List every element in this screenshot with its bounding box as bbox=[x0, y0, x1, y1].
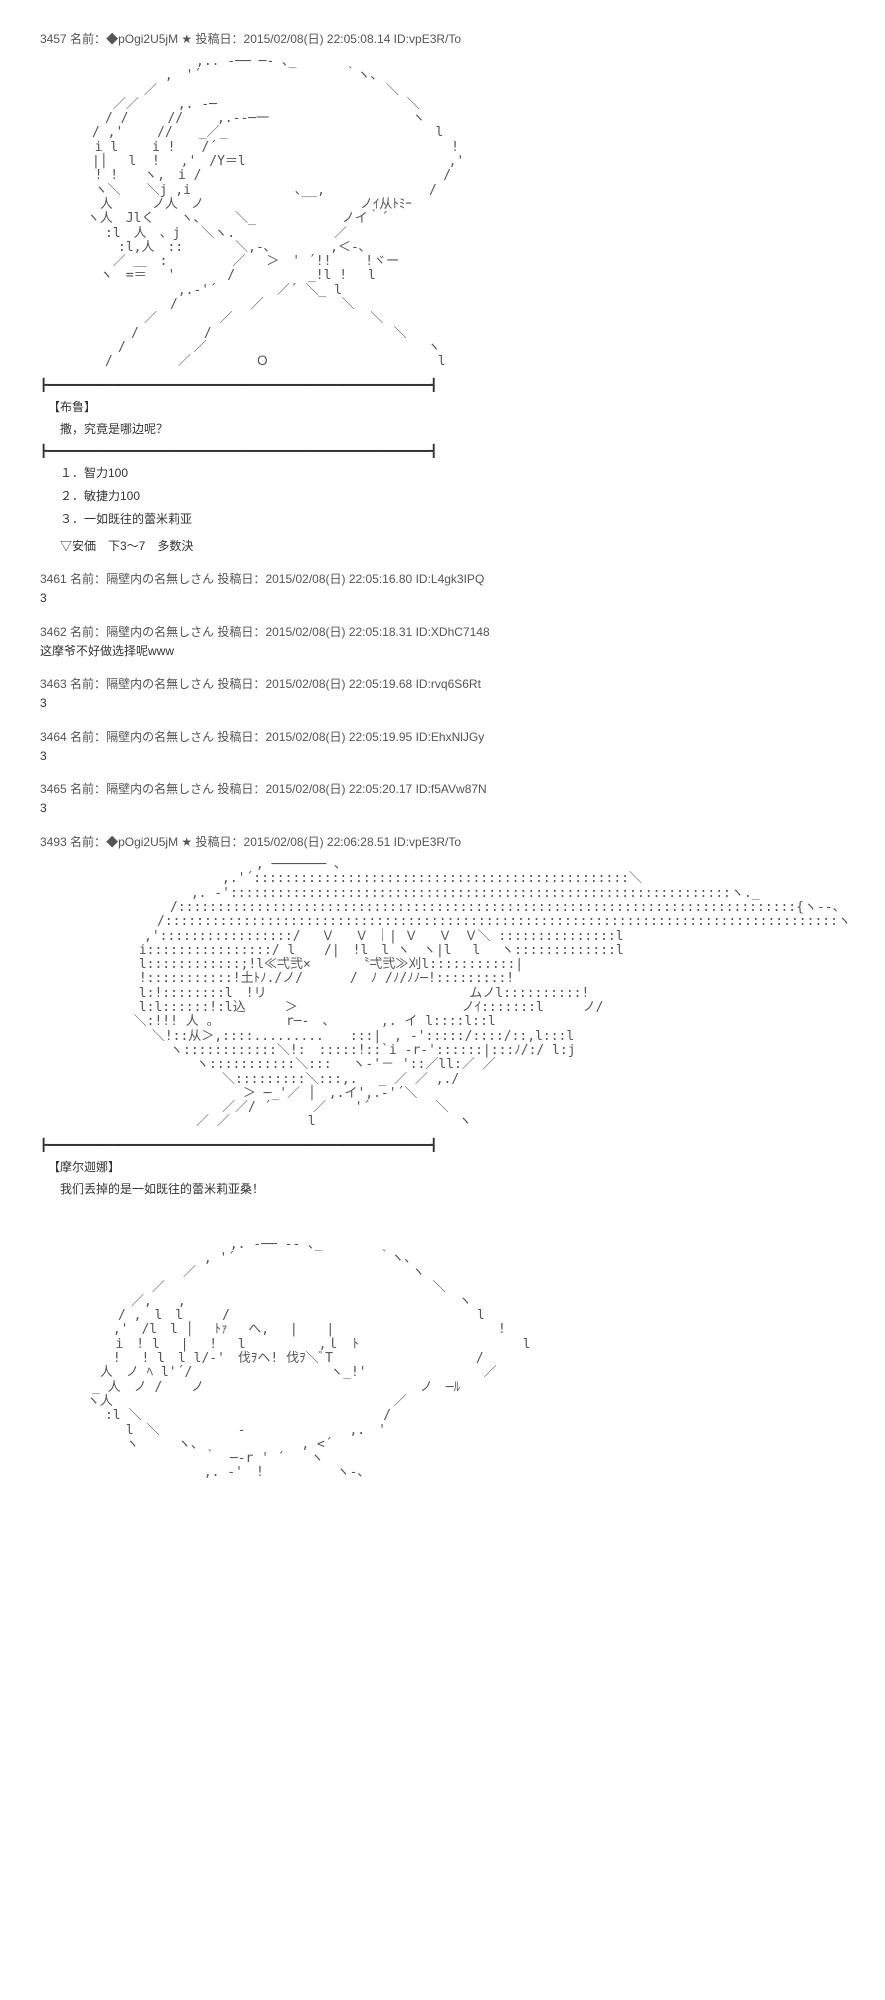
divider: ┣━━━━━━━━━━━━━━━━━━━━━━━━━━━━━━━━━━━━━━━… bbox=[40, 378, 845, 392]
post-number: 3462 bbox=[40, 625, 67, 639]
ascii-art-character-1: ,.. -── ─- ､_ , '´ ｀ヽ、 ／ ＼ ／／ ,. -─ ＼ / … bbox=[40, 55, 845, 370]
post-number: 3464 bbox=[40, 730, 67, 744]
date-label: 投稿日： bbox=[217, 782, 265, 796]
post-id: f5AVw87N bbox=[431, 782, 487, 796]
post-name: 隔壁内の名無しさん bbox=[106, 677, 214, 691]
post: 3461 名前：隔壁内の名無しさん 投稿日：2015/02/08(日) 22:0… bbox=[40, 570, 845, 607]
post-header: 3463 名前：隔壁内の名無しさん 投稿日：2015/02/08(日) 22:0… bbox=[40, 675, 845, 692]
option-2: ２．敏捷力100 bbox=[60, 487, 845, 506]
post-number: 3493 bbox=[40, 835, 67, 849]
divider: ┣━━━━━━━━━━━━━━━━━━━━━━━━━━━━━━━━━━━━━━━… bbox=[40, 444, 845, 458]
id-label: ID: bbox=[416, 782, 431, 796]
post-name: 隔壁内の名無しさん bbox=[106, 572, 214, 586]
post-date: 2015/02/08(日) 22:06:28.51 bbox=[244, 835, 391, 849]
id-label: ID: bbox=[394, 32, 409, 46]
post-id: rvq6S6Rt bbox=[431, 677, 481, 691]
date-label: 投稿日： bbox=[217, 730, 265, 744]
name-label: 名前： bbox=[70, 625, 106, 639]
post-number: 3463 bbox=[40, 677, 67, 691]
post-id: XDhC7148 bbox=[431, 625, 490, 639]
date-label: 投稿日： bbox=[196, 835, 244, 849]
post: 3462 名前：隔壁内の名無しさん 投稿日：2015/02/08(日) 22:0… bbox=[40, 623, 845, 660]
dialogue-line: 撒，究竟是哪边呢？ bbox=[48, 420, 845, 438]
anka-instruction: ▽安価 下3～7 多数決 bbox=[60, 537, 845, 554]
name-label: 名前： bbox=[70, 730, 106, 744]
post-header: 3464 名前：隔壁内の名無しさん 投稿日：2015/02/08(日) 22:0… bbox=[40, 728, 845, 745]
post-date: 2015/02/08(日) 22:05:19.68 bbox=[265, 677, 412, 691]
post-number: 3457 bbox=[40, 32, 67, 46]
date-label: 投稿日： bbox=[217, 677, 265, 691]
speaker-name: 【摩尔迦娜】 bbox=[48, 1158, 845, 1176]
post-number: 3465 bbox=[40, 782, 67, 796]
post-number: 3461 bbox=[40, 572, 67, 586]
ascii-art-character-3: ,. -── ‐- ､_ , '´ ｀ヽ、 ／ ヽ ／ ＼ ／, , ヽ / ,… bbox=[40, 1238, 845, 1481]
post-id: vpE3R/To bbox=[409, 835, 461, 849]
post-name: 隔壁内の名無しさん bbox=[106, 730, 214, 744]
ascii-art-character-2: , ─────── ､ ,.'´::::::::::::::::::::::::… bbox=[40, 858, 845, 1130]
post-name: 隔壁内の名無しさん bbox=[106, 625, 214, 639]
post: 3463 名前：隔壁内の名無しさん 投稿日：2015/02/08(日) 22:0… bbox=[40, 675, 845, 712]
id-label: ID: bbox=[416, 730, 431, 744]
id-label: ID: bbox=[416, 572, 431, 586]
name-label: 名前： bbox=[70, 572, 106, 586]
post: 3464 名前：隔壁内の名無しさん 投稿日：2015/02/08(日) 22:0… bbox=[40, 728, 845, 765]
post-body: 3 bbox=[40, 591, 845, 607]
name-label: 名前： bbox=[70, 835, 106, 849]
post-body: 3 bbox=[40, 696, 845, 712]
date-label: 投稿日： bbox=[217, 625, 265, 639]
name-label: 名前： bbox=[70, 782, 106, 796]
post-header: 3493 名前：◆pOgi2U5jM ★ 投稿日：2015/02/08(日) 2… bbox=[40, 833, 845, 850]
id-label: ID: bbox=[416, 677, 431, 691]
post-header: 3461 名前：隔壁内の名無しさん 投稿日：2015/02/08(日) 22:0… bbox=[40, 570, 845, 587]
post: 3457 名前：◆pOgi2U5jM ★ 投稿日：2015/02/08(日) 2… bbox=[40, 30, 845, 554]
post-header: 3457 名前：◆pOgi2U5jM ★ 投稿日：2015/02/08(日) 2… bbox=[40, 30, 845, 47]
post-date: 2015/02/08(日) 22:05:16.80 bbox=[265, 572, 412, 586]
post: 3493 名前：◆pOgi2U5jM ★ 投稿日：2015/02/08(日) 2… bbox=[40, 833, 845, 1481]
divider: ┣━━━━━━━━━━━━━━━━━━━━━━━━━━━━━━━━━━━━━━━… bbox=[40, 1138, 845, 1152]
post-date: 2015/02/08(日) 22:05:08.14 bbox=[244, 32, 391, 46]
name-label: 名前： bbox=[70, 677, 106, 691]
option-3: ３．一如既往的蕾米莉亚 bbox=[60, 510, 845, 529]
id-label: ID: bbox=[394, 835, 409, 849]
post-header: 3462 名前：隔壁内の名無しさん 投稿日：2015/02/08(日) 22:0… bbox=[40, 623, 845, 640]
post-name: ◆pOgi2U5jM ★ bbox=[106, 835, 192, 849]
post-date: 2015/02/08(日) 22:05:20.17 bbox=[265, 782, 412, 796]
post-date: 2015/02/08(日) 22:05:18.31 bbox=[265, 625, 412, 639]
post-header: 3465 名前：隔壁内の名無しさん 投稿日：2015/02/08(日) 22:0… bbox=[40, 780, 845, 797]
post-body: 3 bbox=[40, 801, 845, 817]
dialogue-line: 我们丢掉的是一如既往的蕾米莉亚桑！ bbox=[48, 1180, 845, 1198]
speaker-name: 【布鲁】 bbox=[48, 398, 845, 416]
post: 3465 名前：隔壁内の名無しさん 投稿日：2015/02/08(日) 22:0… bbox=[40, 780, 845, 817]
post-id: EhxNlJGy bbox=[431, 730, 484, 744]
post-body: 3 bbox=[40, 749, 845, 765]
option-1: １．智力100 bbox=[60, 464, 845, 483]
name-label: 名前： bbox=[70, 32, 106, 46]
post-name: ◆pOgi2U5jM ★ bbox=[106, 32, 192, 46]
post-id: vpE3R/To bbox=[409, 32, 461, 46]
post-id: L4gk3IPQ bbox=[431, 572, 484, 586]
post-body: 这摩爷不好做选择呢www bbox=[40, 644, 845, 660]
date-label: 投稿日： bbox=[217, 572, 265, 586]
post-date: 2015/02/08(日) 22:05:19.95 bbox=[265, 730, 412, 744]
date-label: 投稿日： bbox=[196, 32, 244, 46]
post-name: 隔壁内の名無しさん bbox=[106, 782, 214, 796]
id-label: ID: bbox=[416, 625, 431, 639]
